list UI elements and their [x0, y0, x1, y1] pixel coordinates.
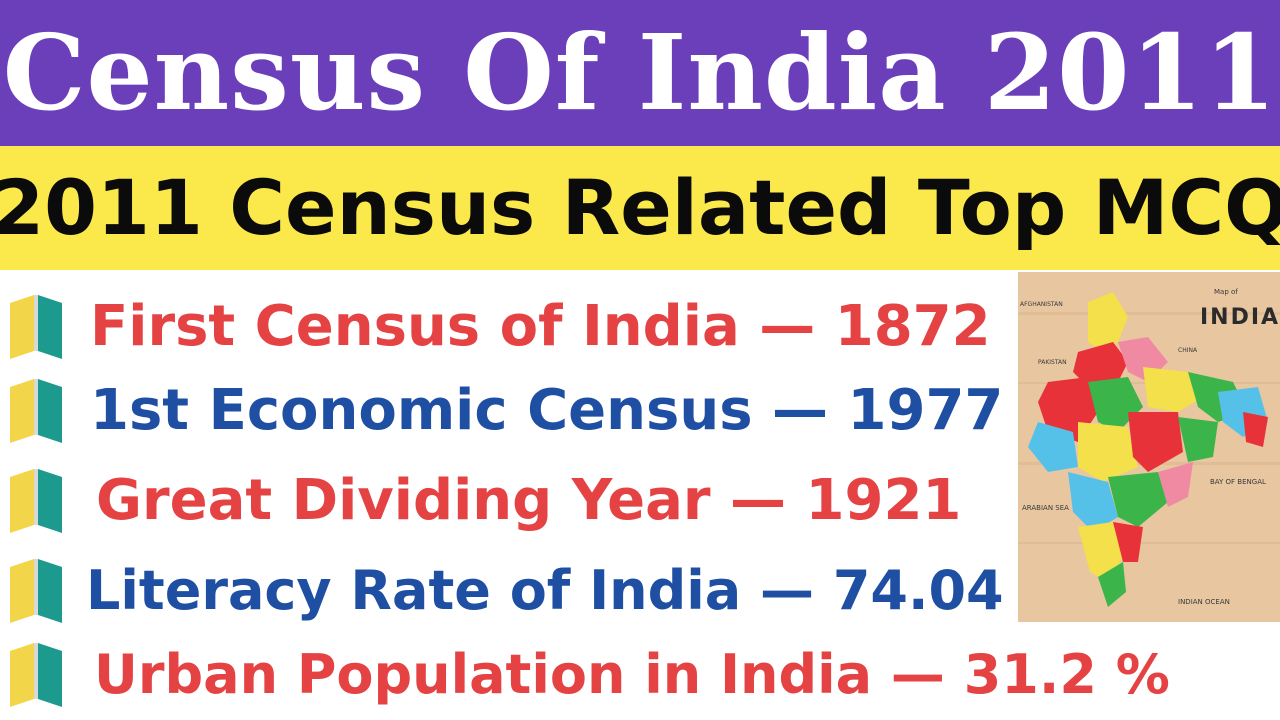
- fact-literacy-rate: Literacy Rate of India — 74.04 %: [86, 559, 1077, 622]
- open-book-icon: [10, 559, 62, 623]
- fact-first-census: First Census of India — 1872: [90, 294, 991, 359]
- india-map-graphic: Map of INDIA AFGHANISTAN PAKISTAN CHINA …: [1018, 272, 1280, 622]
- map-heading: Map of: [1214, 288, 1238, 296]
- open-book-icon: [10, 469, 62, 533]
- map-title: INDIA: [1200, 305, 1280, 330]
- fact-urban-population: Urban Population in India — 31.2 %: [94, 643, 1170, 706]
- label-china: CHINA: [1178, 347, 1198, 354]
- main-title: Census Of India 2011: [2, 11, 1278, 134]
- facts-list: First Census of India — 1872 1st Economi…: [0, 270, 1280, 720]
- label-indian-ocean: INDIAN OCEAN: [1178, 598, 1230, 606]
- fact-great-dividing-year: Great Dividing Year — 1921: [96, 468, 962, 533]
- open-book-icon: [10, 643, 62, 707]
- label-pakistan: PAKISTAN: [1038, 359, 1067, 366]
- fact-row: Literacy Rate of India — 74.04 %: [0, 548, 1180, 634]
- fact-row: 1st Economic Census — 1977: [0, 368, 1180, 454]
- open-book-icon: [10, 379, 62, 443]
- label-bay-of-bengal: BAY OF BENGAL: [1210, 478, 1266, 486]
- label-afghanistan: AFGHANISTAN: [1020, 301, 1063, 308]
- subtitle: 2011 Census Related Top MCQ: [0, 163, 1280, 252]
- india-map: Map of INDIA AFGHANISTAN PAKISTAN CHINA …: [1018, 272, 1280, 622]
- label-arabian-sea: ARABIAN SEA: [1022, 504, 1069, 512]
- fact-row: Great Dividing Year — 1921: [0, 458, 1180, 544]
- open-book-icon: [10, 295, 62, 359]
- fact-row: First Census of India — 1872: [0, 284, 1180, 370]
- subtitle-banner: 2011 Census Related Top MCQ: [0, 146, 1280, 270]
- fact-economic-census: 1st Economic Census — 1977: [90, 378, 1004, 443]
- title-banner: Census Of India 2011: [0, 0, 1280, 146]
- fact-row: Urban Population in India — 31.2 %: [0, 632, 1180, 718]
